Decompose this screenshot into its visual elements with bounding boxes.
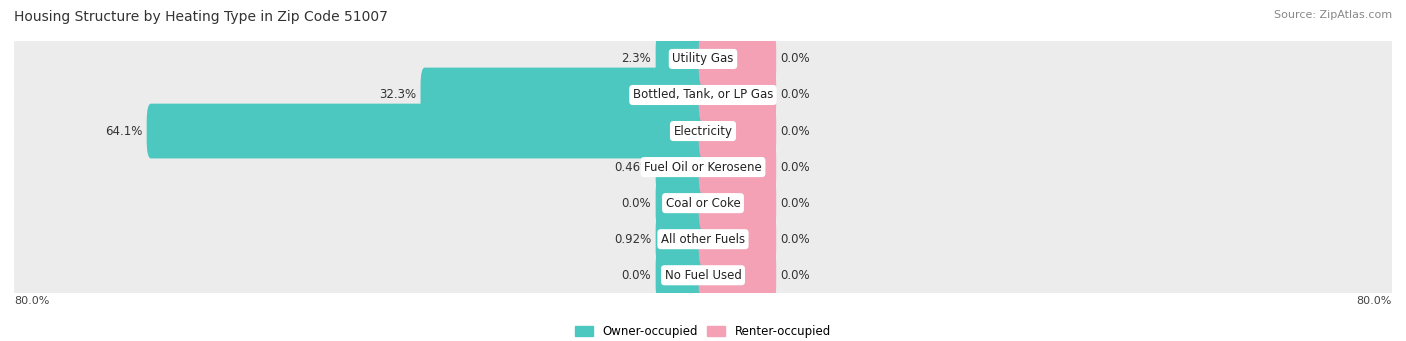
Text: Utility Gas: Utility Gas xyxy=(672,53,734,65)
FancyBboxPatch shape xyxy=(699,248,776,302)
FancyBboxPatch shape xyxy=(655,212,707,267)
FancyBboxPatch shape xyxy=(699,32,776,86)
FancyBboxPatch shape xyxy=(699,212,776,267)
FancyBboxPatch shape xyxy=(655,176,707,231)
Text: 0.0%: 0.0% xyxy=(780,53,810,65)
Text: 32.3%: 32.3% xyxy=(380,89,416,102)
Legend: Owner-occupied, Renter-occupied: Owner-occupied, Renter-occupied xyxy=(571,321,835,341)
FancyBboxPatch shape xyxy=(420,68,707,122)
FancyBboxPatch shape xyxy=(655,32,707,86)
Text: 80.0%: 80.0% xyxy=(14,296,49,306)
Text: No Fuel Used: No Fuel Used xyxy=(665,269,741,282)
Text: 0.0%: 0.0% xyxy=(780,269,810,282)
Text: 0.0%: 0.0% xyxy=(621,269,651,282)
Text: Coal or Coke: Coal or Coke xyxy=(665,197,741,210)
FancyBboxPatch shape xyxy=(146,104,707,159)
Text: 0.0%: 0.0% xyxy=(780,197,810,210)
Text: 0.0%: 0.0% xyxy=(780,161,810,174)
FancyBboxPatch shape xyxy=(14,97,1392,166)
FancyBboxPatch shape xyxy=(699,68,776,122)
Text: 2.3%: 2.3% xyxy=(621,53,651,65)
FancyBboxPatch shape xyxy=(14,133,1392,202)
Text: Housing Structure by Heating Type in Zip Code 51007: Housing Structure by Heating Type in Zip… xyxy=(14,10,388,24)
FancyBboxPatch shape xyxy=(699,176,776,231)
Text: Source: ZipAtlas.com: Source: ZipAtlas.com xyxy=(1274,10,1392,20)
FancyBboxPatch shape xyxy=(655,248,707,302)
Text: 80.0%: 80.0% xyxy=(1357,296,1392,306)
FancyBboxPatch shape xyxy=(14,168,1392,238)
Text: 0.92%: 0.92% xyxy=(614,233,651,246)
Text: 0.0%: 0.0% xyxy=(780,89,810,102)
Text: 0.0%: 0.0% xyxy=(780,124,810,137)
Text: All other Fuels: All other Fuels xyxy=(661,233,745,246)
FancyBboxPatch shape xyxy=(655,140,707,194)
Text: Fuel Oil or Kerosene: Fuel Oil or Kerosene xyxy=(644,161,762,174)
Text: 64.1%: 64.1% xyxy=(105,124,142,137)
Text: 0.0%: 0.0% xyxy=(621,197,651,210)
Text: 0.0%: 0.0% xyxy=(780,233,810,246)
Text: Electricity: Electricity xyxy=(673,124,733,137)
FancyBboxPatch shape xyxy=(14,241,1392,310)
FancyBboxPatch shape xyxy=(14,24,1392,93)
FancyBboxPatch shape xyxy=(699,140,776,194)
FancyBboxPatch shape xyxy=(699,104,776,159)
Text: 0.46%: 0.46% xyxy=(614,161,651,174)
FancyBboxPatch shape xyxy=(14,205,1392,274)
FancyBboxPatch shape xyxy=(14,60,1392,130)
Text: Bottled, Tank, or LP Gas: Bottled, Tank, or LP Gas xyxy=(633,89,773,102)
